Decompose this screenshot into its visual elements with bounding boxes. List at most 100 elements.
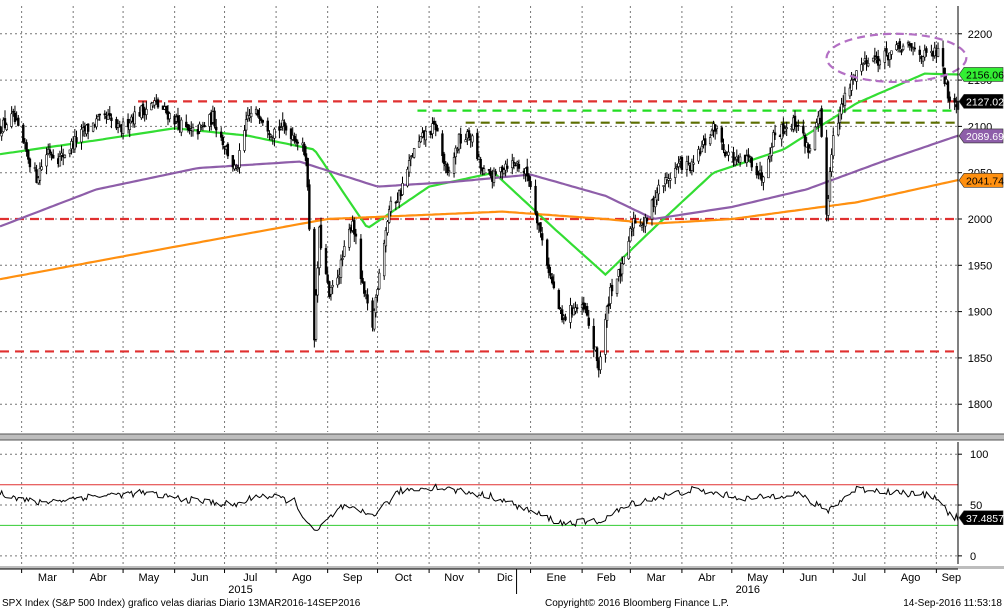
price-candle-13 (27, 149, 30, 164)
price-candle-263 (609, 283, 612, 309)
price-candle-144 (331, 280, 334, 295)
price-candle-392 (910, 43, 913, 52)
price-candle-156 (361, 270, 364, 284)
price-candle-302 (700, 140, 704, 153)
price-candle-139 (319, 217, 323, 250)
annotations (825, 32, 968, 84)
price-candle-296 (687, 155, 690, 166)
price-candle-334 (773, 124, 777, 140)
price-candle-291 (675, 164, 679, 171)
price-candle-106 (244, 111, 248, 137)
price-candle-184 (424, 126, 427, 147)
price-candle-170 (394, 201, 398, 211)
price-candle-103 (236, 164, 240, 173)
price-candle-193 (446, 162, 449, 176)
price-candle-233 (539, 222, 542, 238)
price-candle-310 (720, 125, 724, 150)
price-candle-194 (447, 166, 451, 177)
price-candle-360 (837, 115, 840, 137)
price-candle-137 (316, 261, 319, 303)
price-candle-157 (363, 281, 366, 298)
price-candle-356 (827, 194, 830, 222)
price-candle-319 (738, 153, 742, 167)
x-tick-label-6: Sep (343, 572, 363, 584)
price-candle-326 (757, 170, 760, 180)
price-candle-247 (572, 303, 576, 316)
price-candle-222 (514, 162, 517, 167)
price-candle-195 (452, 152, 456, 178)
price-candle-306 (710, 128, 714, 137)
price-candle-16 (35, 164, 38, 184)
price-candle-24 (52, 149, 55, 159)
x-tick-label-14: May (747, 572, 768, 584)
year-label-0: 2015 (228, 584, 252, 596)
price-candle-189 (436, 124, 439, 132)
price-candle-355 (825, 129, 828, 222)
price-candle-145 (336, 269, 339, 288)
price-candle-202 (467, 127, 471, 141)
price-candle-30 (68, 149, 72, 158)
price-candle-406 (943, 67, 946, 87)
price-candle-289 (669, 172, 672, 189)
price-candle-124 (284, 123, 288, 136)
price-candle-248 (574, 301, 577, 315)
footer-right: 14-Sep-2016 11:53:18 (903, 598, 1002, 609)
price-candle-315 (732, 146, 735, 167)
price-candle-95 (220, 127, 223, 141)
price-candle-405 (941, 40, 945, 74)
price-candle-381 (885, 41, 888, 57)
price-candle-61 (140, 105, 143, 120)
price-candle-300 (697, 145, 700, 164)
price-candle-163 (376, 287, 379, 302)
x-tick-label-5: Ago (292, 572, 312, 584)
price-tag-1: 2127.02 (958, 94, 1004, 109)
x-tick-label-8: Nov (444, 572, 464, 584)
price-candle-230 (534, 179, 537, 216)
price-candle-394 (913, 42, 916, 52)
x-tick-label-2: May (138, 572, 159, 584)
price-candle-388 (900, 49, 903, 56)
price-candle-3 (3, 110, 7, 129)
price-candle-338 (783, 125, 787, 135)
price-candle-298 (690, 158, 694, 176)
price-candle-116 (268, 130, 271, 141)
y-tick-label-8: 2200 (968, 29, 992, 41)
price-candle-45 (103, 110, 106, 120)
price-candle-239 (552, 274, 556, 290)
price-candle-251 (582, 296, 585, 313)
price-tag-label-2: 2089.69 (966, 131, 1004, 143)
price-candle-20 (45, 147, 48, 175)
price-candle-104 (238, 143, 241, 174)
price-candle-395 (918, 45, 921, 62)
price-candle-113 (259, 116, 263, 124)
price-candle-327 (758, 161, 762, 180)
price-candle-143 (329, 287, 333, 301)
price-candle-209 (482, 165, 486, 176)
price-candle-27 (60, 145, 63, 161)
x-tick-label-0: Mar (38, 572, 57, 584)
price-candle-155 (359, 234, 363, 285)
oscillator-lines (0, 483, 959, 531)
price-candle-362 (840, 97, 843, 120)
price-candle-39 (86, 123, 90, 140)
price-candle-283 (655, 187, 659, 206)
value-tags: 2156.06 2127.02 2089.69 2041.74 37.4857 (958, 67, 1004, 526)
price-candle-329 (762, 175, 765, 191)
price-candle-206 (477, 153, 481, 161)
price-candle-301 (699, 147, 702, 157)
price-candle-280 (650, 198, 654, 226)
price-candle-64 (145, 101, 148, 120)
price-candle-286 (664, 172, 667, 192)
price-candle-231 (536, 210, 539, 230)
price-candle-72 (165, 105, 168, 115)
price-candle-1 (0, 126, 3, 141)
osc-y-tick-label-2: 100 (970, 449, 988, 461)
price-candle-161 (373, 308, 376, 332)
price-candle-229 (529, 176, 532, 190)
price-candle-62 (141, 101, 145, 119)
moving-average-line-0 (0, 72, 959, 277)
price-candle-114 (261, 119, 264, 126)
price-candle-235 (545, 238, 549, 269)
x-tick-label-1: Abr (90, 572, 107, 584)
